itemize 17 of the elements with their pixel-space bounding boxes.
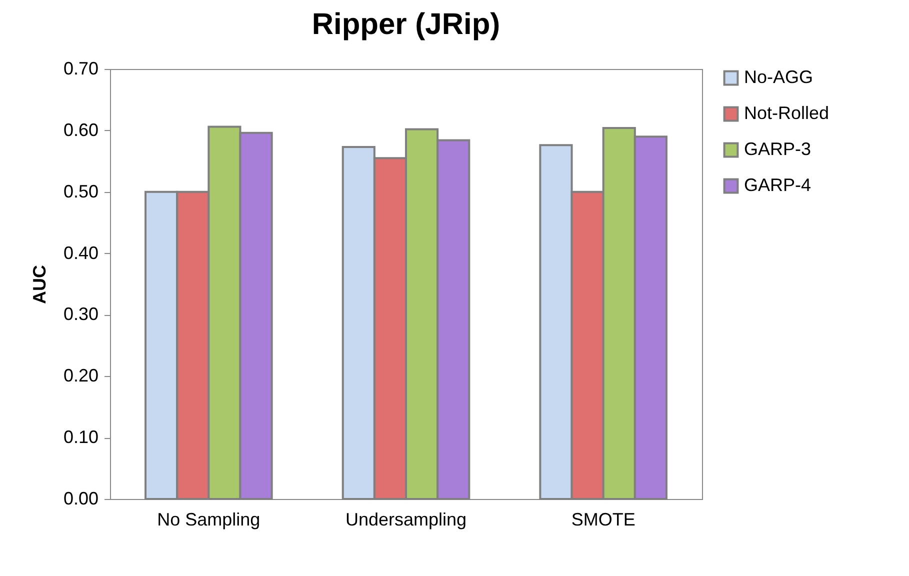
y-tick-label: 0.20 [63,366,98,386]
x-tick-label: SMOTE [571,510,636,530]
x-tick-label: Undersampling [345,510,467,530]
legend-label: No-AGG [744,67,814,87]
legend-label: GARP-4 [744,175,812,195]
chart-title: Ripper (JRip) [312,8,500,41]
y-tick-label: 0.50 [63,181,98,202]
y-tick-label: 0.40 [63,242,98,263]
x-tick-label: No Sampling [157,510,260,530]
y-tick-label: 0.60 [63,120,98,140]
y-tick-label: 0.70 [63,58,98,78]
y-tick-label: 0.30 [63,304,98,324]
y-tick-label: 0.10 [63,427,98,448]
legend-label: GARP-3 [744,139,812,159]
y-axis-title: AUC [29,265,50,304]
y-tick-label: 0.00 [63,488,98,508]
legend-label: Not-Rolled [744,103,830,123]
